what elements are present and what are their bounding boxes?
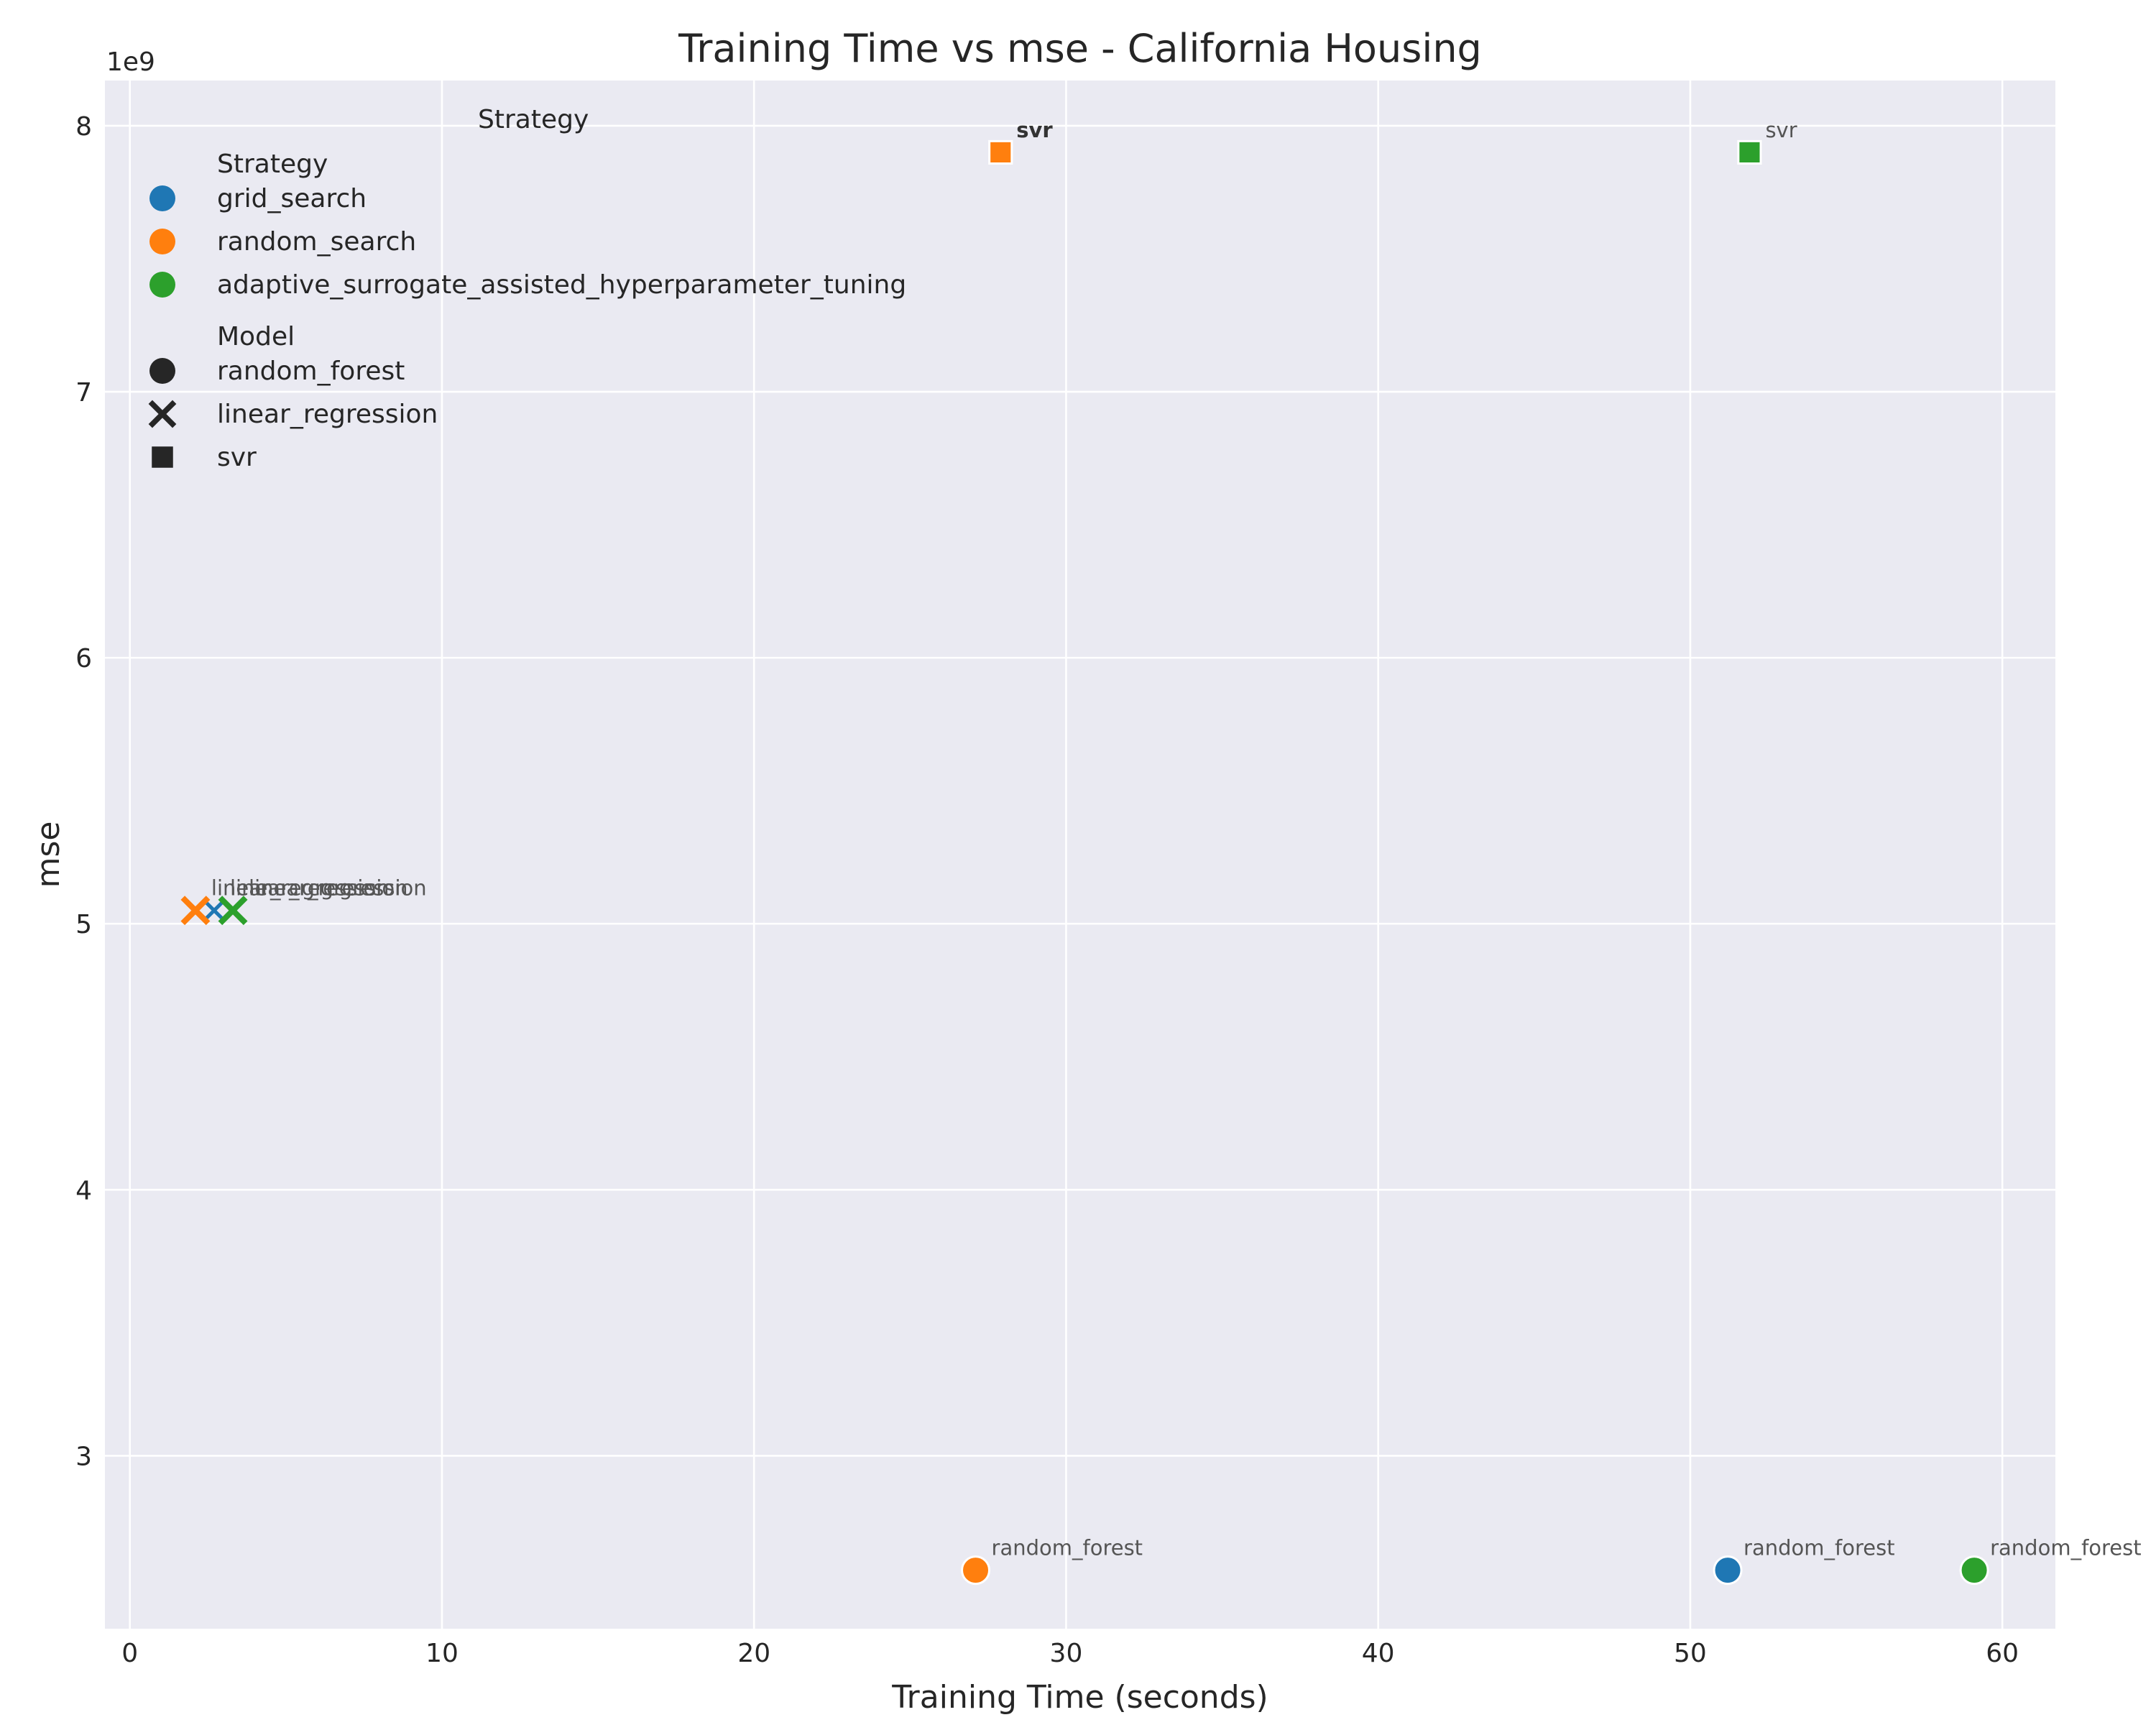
plot-background [105, 80, 2055, 1629]
point-label-adaptive_surrogate_assisted_hyperparameter_tuning-svr: svr [1765, 118, 1797, 142]
data-points [180, 139, 1989, 1586]
data-point-adaptive_surrogate_assisted_hyperparameter_tuning-random_forest [1959, 1555, 1989, 1586]
data-point-adaptive_surrogate_assisted_hyperparameter_tuning-svr [1737, 139, 1762, 165]
point-label-adaptive_surrogate_assisted_hyperparameter_tuning-random_forest: random_forest [1990, 1536, 2142, 1560]
y-tick-label-7: 7 [75, 378, 92, 408]
point-label-random_search-svr: svr [1016, 118, 1053, 142]
x-tick-label-40: 40 [1362, 1639, 1395, 1668]
data-point-random_search-random_forest [961, 1555, 991, 1586]
legend-marker-random_forest [149, 358, 175, 384]
x-tick-label-20: 20 [737, 1639, 770, 1668]
legend-label-adaptive_surrogate_assisted_hyperparameter_tuning: adaptive_surrogate_assisted_hyperparamet… [217, 270, 906, 300]
data-point-random_search-linear_regression-stroke-2 [180, 896, 211, 926]
legend-floating-title: Strategy [478, 105, 589, 134]
point-label-random_search-random_forest: random_forest [992, 1536, 1143, 1560]
tick-labels: 0 10 20 30 40 50 60 3 4 5 6 7 8 [75, 112, 2019, 1668]
legend-label-linear_regression: linear_regression [217, 400, 438, 429]
x-tick-label-50: 50 [1674, 1639, 1707, 1668]
legend: Strategy Strategy Model grid_searchrando… [148, 105, 906, 472]
y-tick-label-5: 5 [75, 910, 92, 939]
grid-lines [105, 80, 2055, 1629]
data-point-grid_search-linear_regression-stroke-2 [205, 901, 224, 920]
legend-marker-linear_regression-stroke-2 [148, 400, 177, 428]
legend-marker-grid_search [149, 185, 175, 211]
data-point-grid_search-random_forest [1713, 1555, 1743, 1586]
legend-label-random_forest: random_forest [217, 356, 405, 386]
point-label-random_search-linear_regression: linear_regression [211, 876, 390, 901]
chart-title: Training Time vs mse - California Housin… [678, 26, 1482, 71]
data-point-random_search-linear_regression [180, 896, 211, 926]
legend-label-svr: svr [217, 443, 257, 472]
legend-marker-svr [152, 446, 173, 468]
data-point-adaptive_surrogate_assisted_hyperparameter_tuning-linear_regression [218, 896, 248, 926]
x-tick-label-60: 60 [1986, 1639, 2019, 1668]
y-tick-label-3: 3 [75, 1442, 92, 1471]
legend-hue-title: Strategy [217, 150, 328, 179]
data-point-adaptive_surrogate_assisted_hyperparameter_tuning-linear_regression-stroke-2 [218, 896, 248, 926]
legend-label-grid_search: grid_search [217, 184, 367, 213]
legend-marker-adaptive_surrogate_assisted_hyperparameter_tuning [149, 272, 175, 298]
y-tick-label-6: 6 [75, 644, 92, 673]
legend-label-random_search: random_search [217, 227, 416, 257]
data-point-grid_search-linear_regression [205, 901, 224, 920]
y-offset-label: 1e9 [106, 47, 155, 77]
x-tick-label-30: 30 [1050, 1639, 1083, 1668]
x-tick-label-10: 10 [425, 1639, 459, 1668]
y-axis-title: mse [30, 822, 67, 888]
legend-style-title: Model [217, 322, 295, 351]
point-label-grid_search-random_forest: random_forest [1743, 1536, 1895, 1560]
point-label-grid_search-linear_regression: linear_regression [230, 876, 408, 901]
y-tick-label-8: 8 [75, 112, 92, 142]
x-axis-title: Training Time (seconds) [891, 1679, 1268, 1716]
x-tick-label-0: 0 [121, 1639, 138, 1668]
legend-marker-linear_regression [148, 400, 177, 428]
legend-marker-random_search [149, 229, 175, 254]
data-point-random_search-svr [988, 139, 1013, 165]
point-label-adaptive_surrogate_assisted_hyperparameter_tuning-linear_regression: linear_regression [249, 876, 427, 901]
y-tick-label-4: 4 [75, 1176, 92, 1205]
